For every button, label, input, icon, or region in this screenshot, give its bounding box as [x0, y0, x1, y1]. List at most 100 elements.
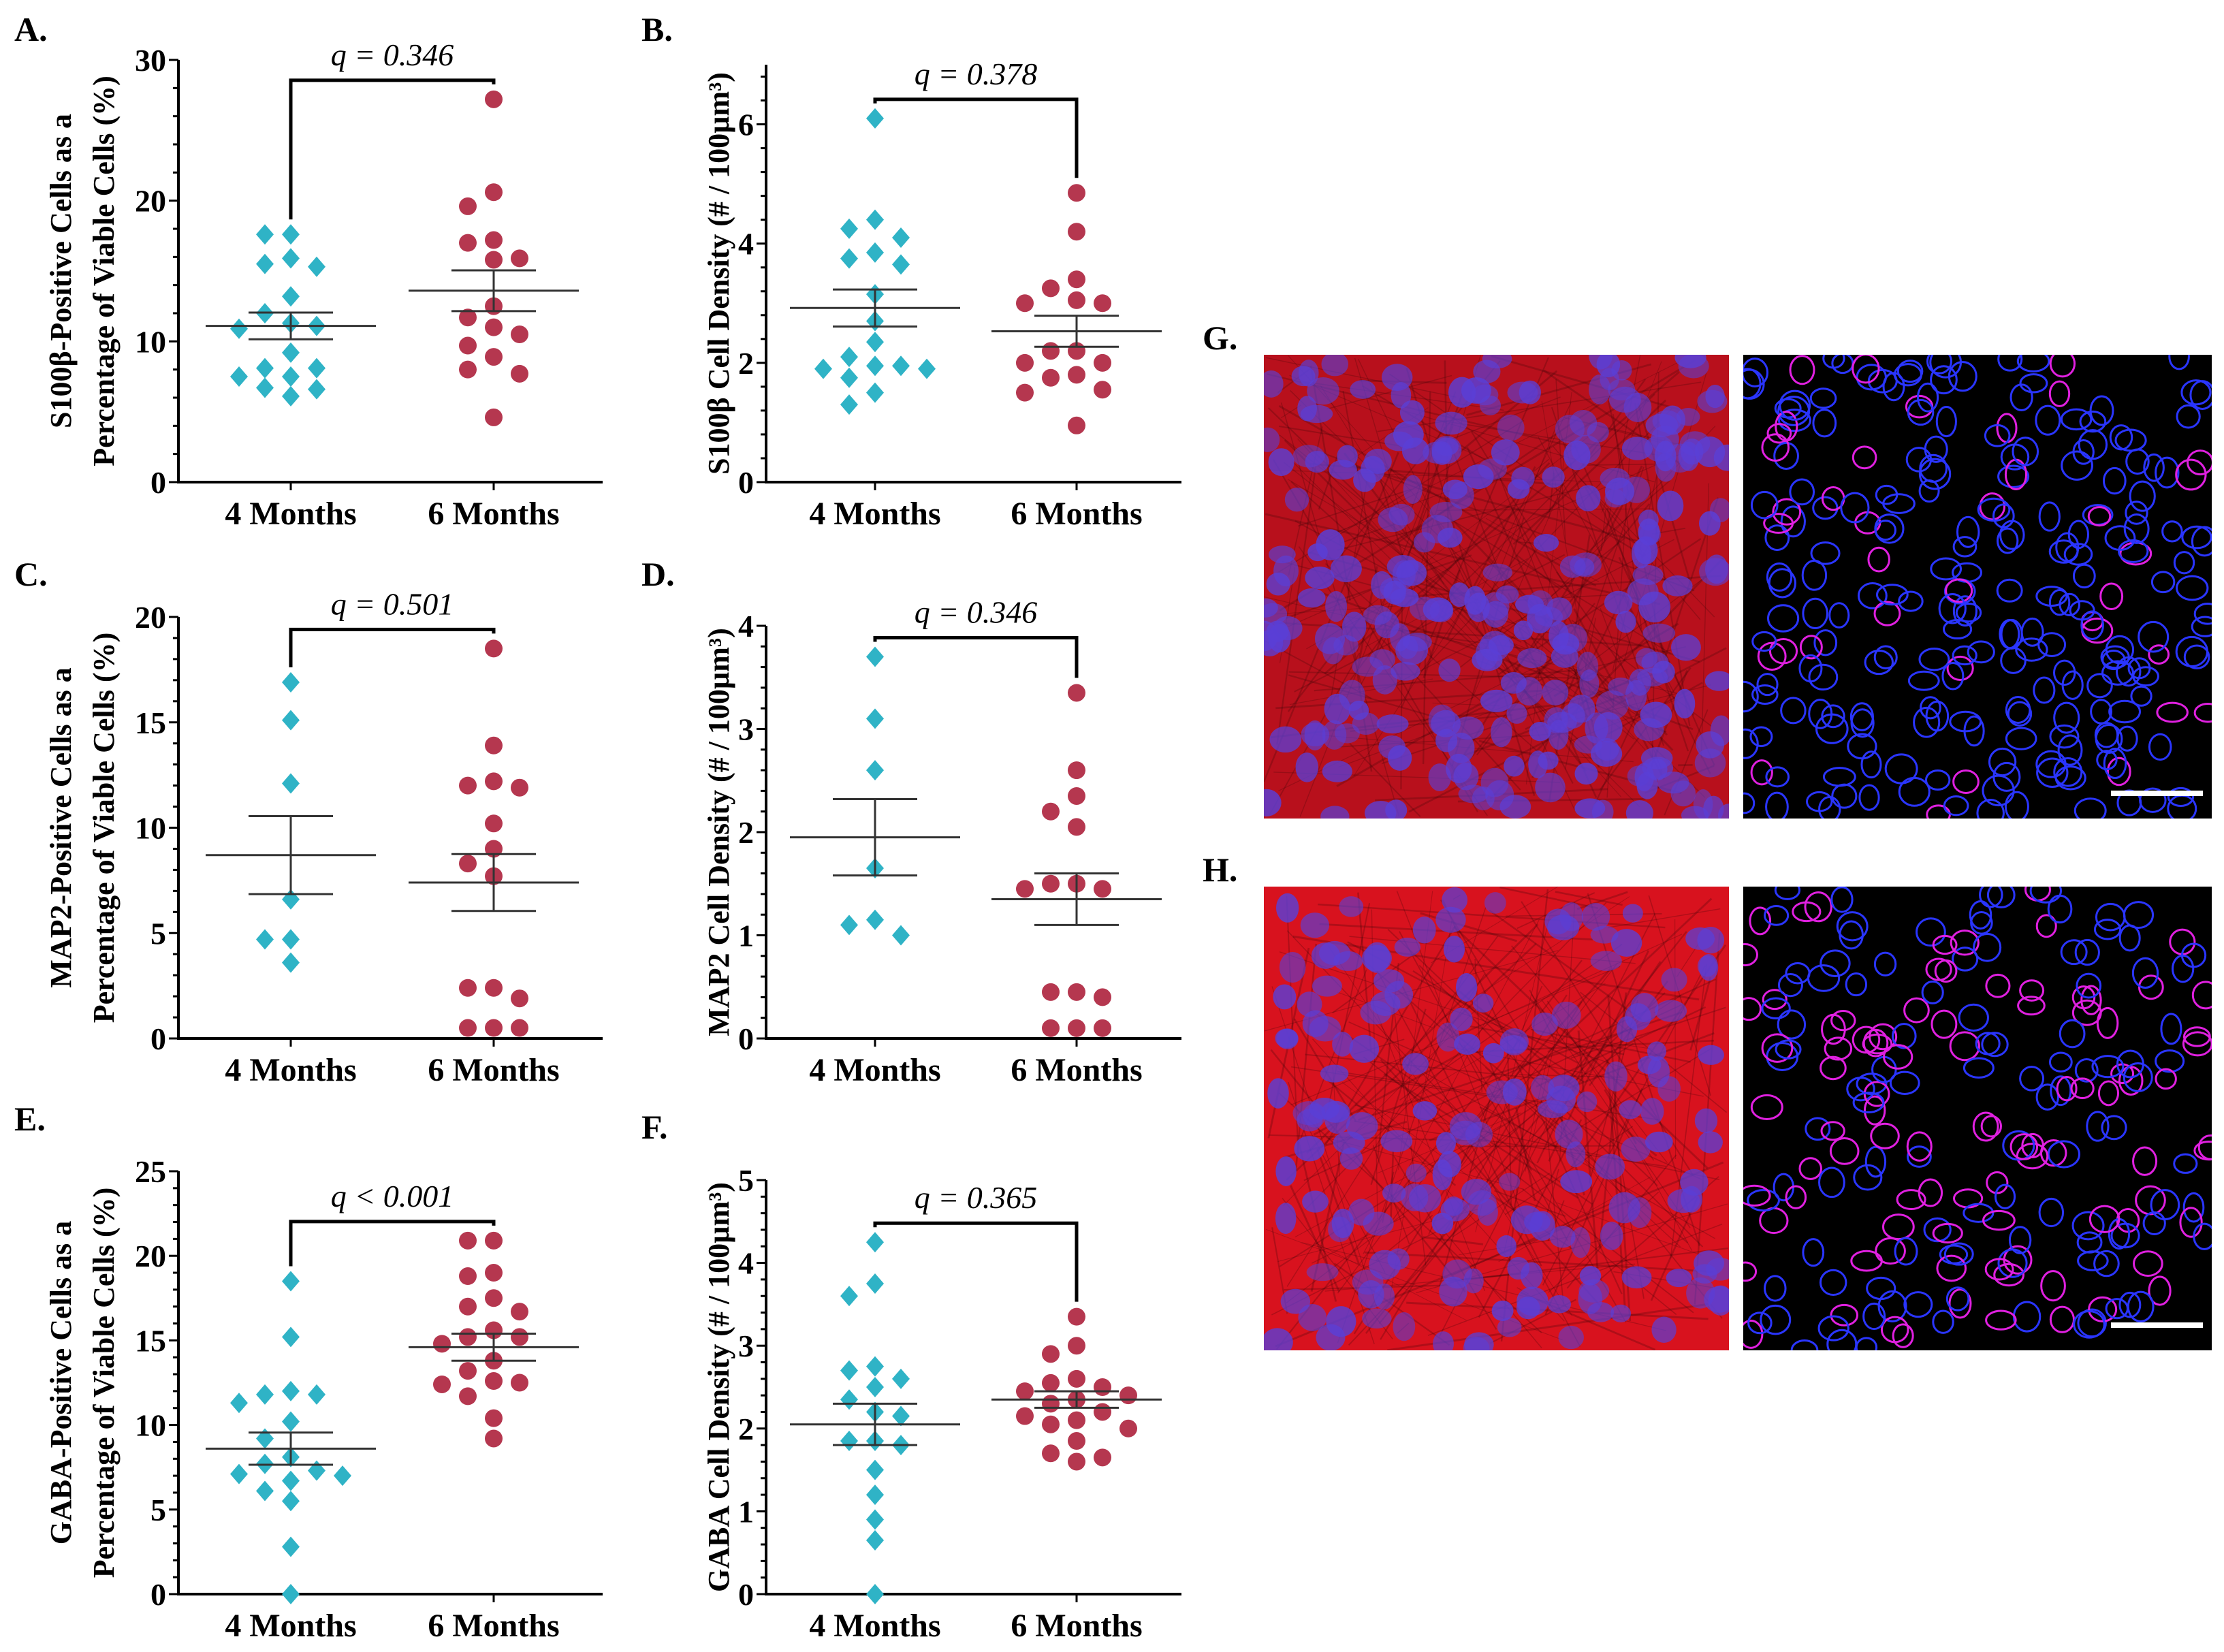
nucleus — [1548, 1075, 1580, 1102]
cell-outline — [1789, 355, 1815, 385]
fiber — [1634, 1145, 1693, 1251]
cell-outline — [1942, 619, 1973, 640]
panel-label: D. — [641, 555, 675, 593]
cell-outline — [1763, 513, 1794, 534]
data-point-circle — [1042, 1345, 1060, 1363]
y-axis-label: GABA-Positive Cells as a — [44, 1221, 78, 1544]
data-point-diamond — [892, 1405, 910, 1427]
data-point-circle — [485, 1409, 503, 1427]
y-axis-label: Percentage of Viable Cells (%) — [87, 1188, 121, 1578]
nucleus — [1433, 1331, 1454, 1350]
cell-outline — [2073, 1309, 2106, 1339]
cell-outline — [1777, 1009, 1807, 1040]
cell-outline — [1877, 1290, 1907, 1322]
nucleus — [1621, 1137, 1651, 1162]
data-point-diamond — [866, 209, 884, 230]
nucleus — [1699, 511, 1721, 536]
nucleus — [1269, 545, 1296, 564]
cell-outline — [2097, 1080, 2120, 1107]
cell-outline — [1836, 911, 1869, 942]
cell-outline — [1802, 597, 1828, 630]
cell-outline — [1963, 1057, 1995, 1079]
cell-outline — [2193, 1140, 2212, 1161]
nucleus — [1635, 648, 1658, 668]
x-tick-label: 4 Months — [225, 1608, 356, 1644]
data-point-diamond — [308, 379, 325, 400]
cell-outline — [2040, 1270, 2066, 1302]
nucleus — [1482, 355, 1512, 369]
nucleus — [1698, 1045, 1724, 1065]
cell-outline — [2118, 924, 2141, 952]
cell-outline — [1826, 1329, 1858, 1350]
nucleus — [1507, 479, 1530, 499]
x-tick-label: 6 Months — [428, 1608, 559, 1644]
data-point-circle — [1068, 818, 1085, 836]
data-point-diamond — [308, 1384, 325, 1405]
data-point-diamond — [282, 773, 300, 794]
data-point-circle — [1068, 761, 1085, 780]
cell-outline — [1945, 1286, 1970, 1312]
cell-outline — [1956, 515, 1980, 548]
cell-outline — [2191, 981, 2212, 1010]
cell-outline — [1819, 1269, 1847, 1296]
y-axis-label: S100β Cell Density (# / 100µm³) — [702, 72, 735, 475]
nucleus — [1458, 784, 1489, 804]
cell-outline — [2055, 532, 2080, 562]
fiber — [1598, 1041, 1653, 1049]
cell-outline — [2002, 1130, 2035, 1161]
cell-outline — [1988, 747, 2017, 777]
cell-outline — [2061, 450, 2093, 481]
data-point-circle — [1016, 1382, 1034, 1401]
nucleus — [1264, 370, 1284, 398]
fiber — [1387, 928, 1658, 1186]
nucleus — [1472, 994, 1494, 1013]
cell-outline — [1808, 663, 1839, 691]
cell-outline — [1785, 1185, 1807, 1209]
panel-label: H. — [1203, 851, 1237, 889]
cell-outline — [1852, 445, 1877, 470]
y-tick-label: 2 — [738, 815, 754, 850]
nucleus — [1454, 1033, 1481, 1055]
nucleus — [1300, 912, 1330, 938]
data-point-circle — [485, 318, 503, 336]
cell-outline — [1749, 906, 1772, 936]
data-point-circle — [1016, 353, 1034, 372]
nucleus — [1291, 366, 1316, 387]
nucleus — [1429, 599, 1454, 622]
cell-outline — [2088, 1205, 2120, 1233]
cell-outline — [1818, 1166, 1845, 1198]
data-point-diamond — [282, 1584, 300, 1604]
nucleus — [1402, 1053, 1429, 1075]
nucleus — [1616, 1016, 1638, 1043]
cell-outline — [1930, 365, 1958, 395]
cell-outline — [2142, 1211, 2166, 1235]
nucleus — [1534, 607, 1563, 627]
nucleus — [1662, 575, 1693, 597]
nucleus — [1302, 1010, 1329, 1037]
nucleus — [1506, 703, 1527, 724]
cell-outline — [2193, 1222, 2212, 1250]
cell-outline — [1789, 478, 1815, 506]
cell-outline — [1808, 698, 1833, 729]
y-tick-label: 20 — [135, 184, 166, 219]
nucleus — [1382, 364, 1413, 392]
nucleus — [1443, 936, 1465, 963]
nucleus — [1520, 1262, 1543, 1290]
data-point-circle — [1042, 1373, 1060, 1392]
nucleus — [1294, 1136, 1325, 1162]
cell-outline — [1873, 601, 1901, 626]
x-tick-label: 6 Months — [428, 496, 559, 532]
nucleus — [1619, 1100, 1642, 1119]
nucleus — [1497, 1317, 1522, 1337]
cell-outline — [1938, 592, 1967, 624]
cell-outline — [2049, 355, 2076, 378]
cell-outline — [1985, 973, 2011, 998]
y-tick-label: 5 — [150, 916, 166, 951]
cell-outline — [2108, 699, 2142, 724]
nucleus — [1600, 1222, 1623, 1250]
cell-outline — [2193, 702, 2212, 723]
cell-outline — [1790, 1339, 1819, 1350]
fiber — [1608, 908, 1721, 928]
data-point-diamond — [892, 1368, 910, 1389]
